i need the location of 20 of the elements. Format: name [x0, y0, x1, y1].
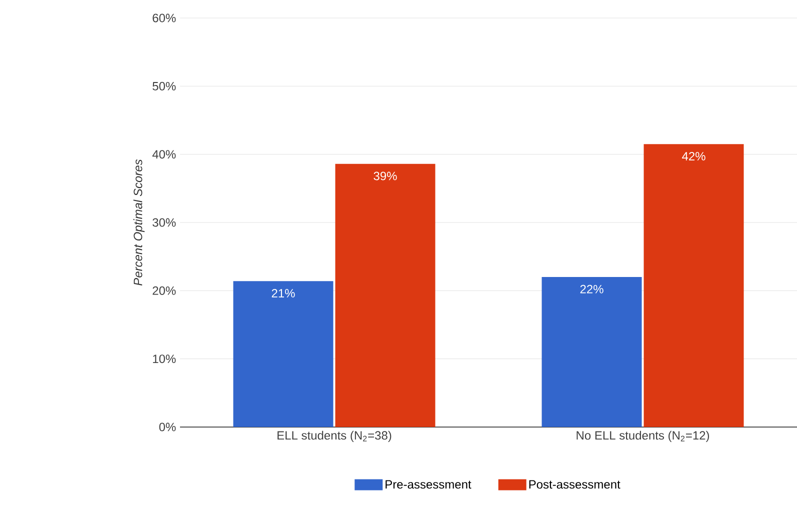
- y-tick-label: 20%: [152, 286, 176, 295]
- y-tick-label: 40%: [152, 150, 176, 159]
- y-tick-label: 50%: [152, 82, 176, 90]
- data-label: 42%: [682, 152, 706, 160]
- y-tick-label: 30%: [152, 218, 176, 227]
- legend-label: Pre-assessment: [386, 480, 472, 489]
- bar: [644, 144, 744, 427]
- bar: [542, 277, 642, 427]
- data-label: 39%: [374, 172, 397, 180]
- y-tick-label: 60%: [152, 14, 176, 22]
- bar: [335, 164, 436, 427]
- y-tick-label: 0%: [159, 422, 176, 432]
- data-label: 22%: [580, 284, 604, 294]
- x-tick-label: ELL students (N$_{2}$=38): [278, 430, 392, 442]
- data-label: 21%: [272, 288, 295, 298]
- legend-label: Post-assessment: [529, 480, 620, 489]
- bar: [233, 281, 334, 427]
- y-axis-title: Percent Optimal Scores: [133, 159, 145, 286]
- y-tick-label: 10%: [153, 354, 176, 364]
- x-tick-label: No ELL students (N$_{2}$=12): [576, 430, 710, 442]
